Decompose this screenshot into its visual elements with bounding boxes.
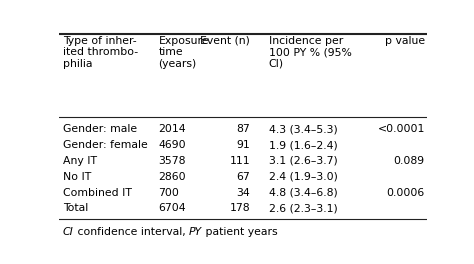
Text: patient years: patient years — [202, 227, 278, 237]
Text: 3.1 (2.6–3.7): 3.1 (2.6–3.7) — [269, 156, 337, 166]
Text: 1.9 (1.6–2.4): 1.9 (1.6–2.4) — [269, 140, 337, 150]
Text: Combined IT: Combined IT — [63, 188, 132, 197]
Text: 2.6 (2.3–3.1): 2.6 (2.3–3.1) — [269, 204, 337, 214]
Text: p value: p value — [384, 36, 425, 46]
Text: Gender: female: Gender: female — [63, 140, 148, 150]
Text: 87: 87 — [237, 124, 250, 134]
Text: 4690: 4690 — [158, 140, 186, 150]
Text: <0.0001: <0.0001 — [377, 124, 425, 134]
Text: 111: 111 — [229, 156, 250, 166]
Text: 2.4 (1.9–3.0): 2.4 (1.9–3.0) — [269, 172, 337, 182]
Text: Event (n): Event (n) — [201, 36, 250, 46]
Text: Total: Total — [63, 204, 88, 214]
Text: PY: PY — [189, 227, 202, 237]
Text: No IT: No IT — [63, 172, 91, 182]
Text: Incidence per
100 PY % (95%
CI): Incidence per 100 PY % (95% CI) — [269, 36, 352, 69]
Text: Type of inher-
ited thrombo-
philia: Type of inher- ited thrombo- philia — [63, 36, 138, 69]
Text: CI: CI — [63, 227, 74, 237]
Text: 3578: 3578 — [158, 156, 186, 166]
Text: confidence interval,: confidence interval, — [74, 227, 189, 237]
Text: 2860: 2860 — [158, 172, 186, 182]
Text: 4.3 (3.4–5.3): 4.3 (3.4–5.3) — [269, 124, 337, 134]
Text: 700: 700 — [158, 188, 179, 197]
Text: 4.8 (3.4–6.8): 4.8 (3.4–6.8) — [269, 188, 337, 197]
Text: 178: 178 — [229, 204, 250, 214]
Text: 0.089: 0.089 — [393, 156, 425, 166]
Text: 0.0006: 0.0006 — [386, 188, 425, 197]
Text: Any IT: Any IT — [63, 156, 97, 166]
Text: 2014: 2014 — [158, 124, 186, 134]
Text: Gender: male: Gender: male — [63, 124, 137, 134]
Text: 91: 91 — [237, 140, 250, 150]
Text: 67: 67 — [237, 172, 250, 182]
Text: Exposure
time
(years): Exposure time (years) — [158, 36, 209, 69]
Text: 6704: 6704 — [158, 204, 186, 214]
Text: 34: 34 — [237, 188, 250, 197]
